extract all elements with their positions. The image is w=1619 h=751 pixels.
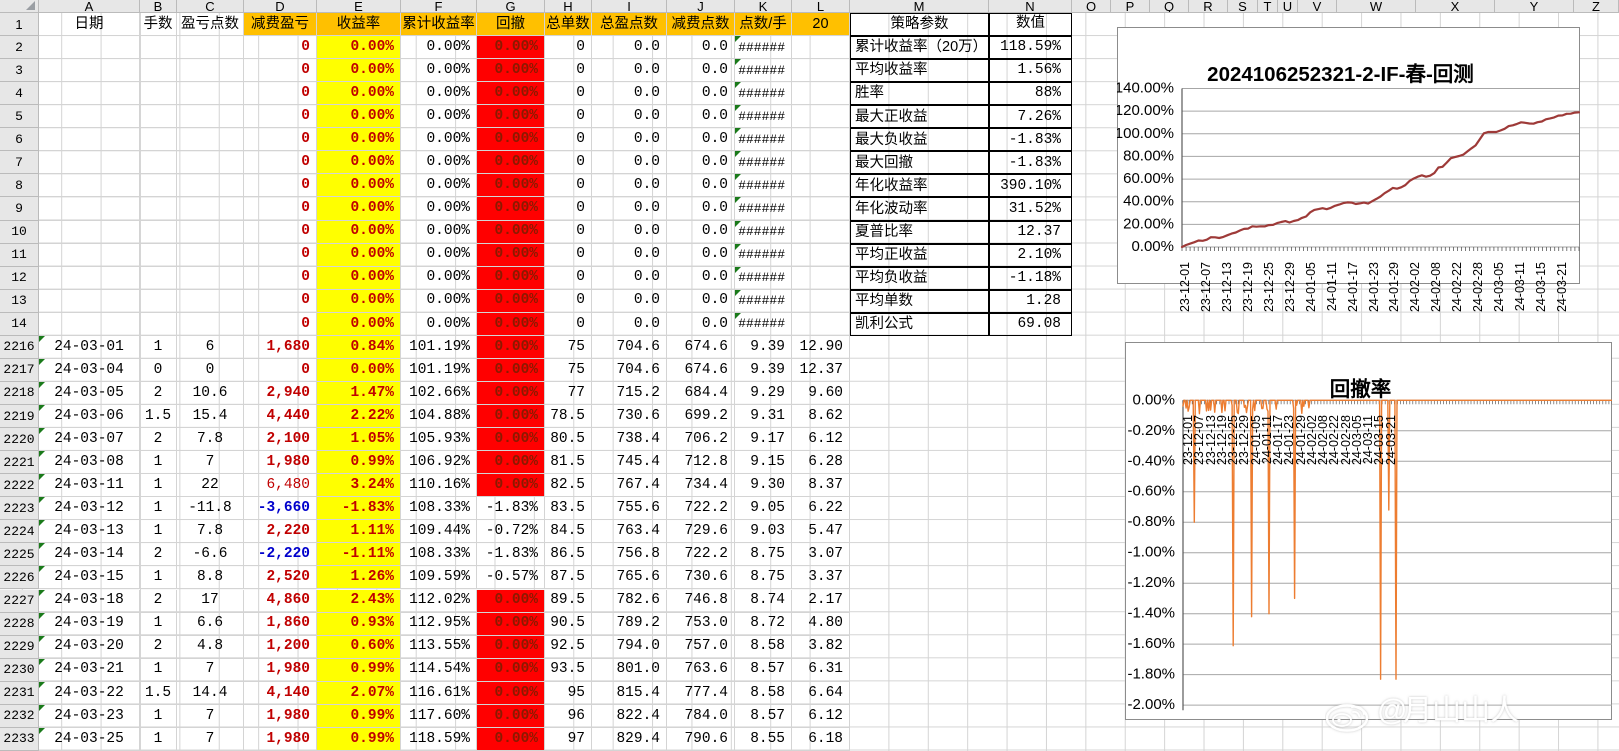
svg-text:2024106252321-2-IF-春-回测: 2024106252321-2-IF-春-回测	[1207, 62, 1474, 86]
svg-text:-1.40%: -1.40%	[1127, 605, 1175, 622]
svg-text:120.00%: 120.00%	[1117, 102, 1174, 119]
svg-text:-1.80%: -1.80%	[1127, 666, 1175, 683]
svg-text:-2.00%: -2.00%	[1127, 696, 1175, 713]
svg-text:-1.00%: -1.00%	[1127, 544, 1175, 561]
svg-text:-1.60%: -1.60%	[1127, 635, 1175, 652]
svg-text:-0.60%: -0.60%	[1127, 483, 1175, 500]
svg-text:140.00%: 140.00%	[1117, 80, 1174, 97]
svg-text:0.00%: 0.00%	[1132, 391, 1175, 408]
svg-text:40.00%: 40.00%	[1123, 193, 1174, 210]
svg-text:0.00%: 0.00%	[1131, 238, 1174, 255]
svg-text:100.00%: 100.00%	[1117, 125, 1174, 142]
svg-text:-0.40%: -0.40%	[1127, 452, 1175, 469]
svg-text:60.00%: 60.00%	[1123, 170, 1174, 187]
svg-text:20.00%: 20.00%	[1123, 215, 1174, 232]
svg-text:-0.80%: -0.80%	[1127, 513, 1175, 530]
svg-text:80.00%: 80.00%	[1123, 147, 1174, 164]
svg-text:-0.20%: -0.20%	[1127, 422, 1175, 439]
svg-text:回撤率: 回撤率	[1330, 377, 1392, 401]
svg-text:月山山人: 月山山人	[1403, 695, 1519, 727]
svg-text:-1.20%: -1.20%	[1127, 574, 1175, 591]
